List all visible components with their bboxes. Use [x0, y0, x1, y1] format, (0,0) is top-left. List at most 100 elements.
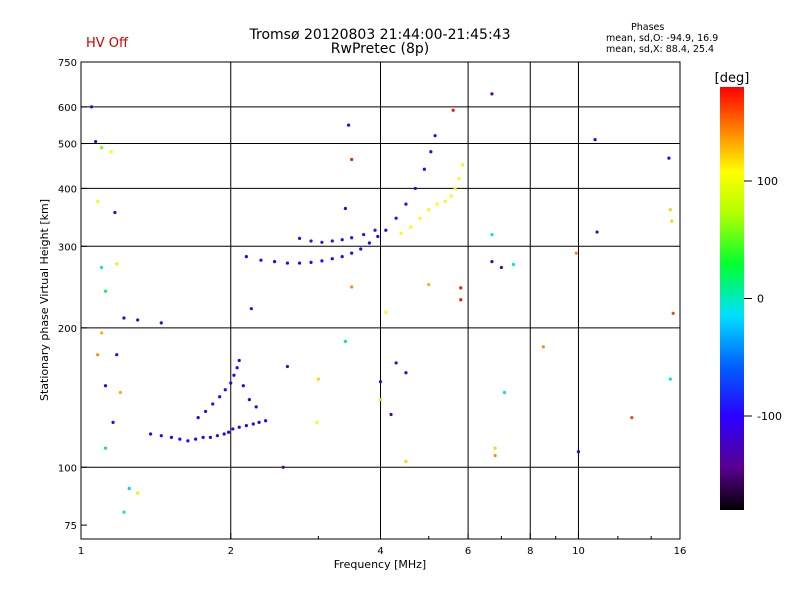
data-point: [350, 157, 354, 162]
data-point: [399, 231, 403, 235]
data-point: [376, 234, 380, 239]
data-point: [595, 230, 599, 234]
x-tick-label: 4: [377, 546, 383, 557]
data-point: [241, 384, 245, 388]
data-point: [384, 228, 388, 232]
data-point: [433, 134, 437, 138]
data-point: [409, 225, 413, 229]
colorbar-tick-label: -100: [757, 410, 782, 423]
colorbar-ticks: 100 0 -100: [744, 175, 782, 423]
data-point: [427, 282, 431, 287]
x-tick-label: 10: [572, 546, 585, 557]
data-point: [427, 208, 431, 212]
data-point: [285, 364, 290, 369]
data-point: [89, 105, 94, 109]
data-point: [362, 232, 366, 237]
data-point: [122, 316, 126, 320]
data-point: [367, 241, 372, 245]
data-point: [118, 390, 122, 395]
data-point: [96, 199, 100, 204]
data-point: [493, 446, 497, 450]
data-point: [257, 420, 261, 424]
data-point: [671, 311, 675, 315]
data-point: [94, 139, 98, 144]
y-tick-label: 200: [58, 324, 77, 335]
data-point: [493, 453, 497, 458]
data-points: [89, 92, 675, 514]
data-point: [237, 358, 241, 363]
data-point: [208, 435, 212, 440]
data-point: [251, 422, 255, 426]
data-point: [103, 446, 108, 450]
data-point: [490, 232, 494, 237]
data-point: [222, 432, 226, 436]
data-point: [404, 371, 408, 375]
data-point: [443, 199, 447, 204]
data-point: [196, 416, 200, 420]
colorbar-tick-label: 100: [757, 175, 778, 188]
data-point: [244, 424, 248, 428]
data-point: [461, 163, 465, 167]
data-point: [263, 419, 268, 423]
data-point: [418, 216, 422, 220]
hv-status: HV Off: [86, 36, 128, 51]
data-point: [593, 137, 597, 142]
data-point: [159, 321, 163, 325]
y-tick-label: 600: [58, 103, 77, 114]
data-point: [115, 262, 119, 266]
data-point: [668, 208, 672, 212]
data-point: [384, 310, 388, 314]
data-point: [103, 384, 108, 388]
data-point: [429, 150, 433, 154]
data-point: [309, 239, 313, 243]
data-point: [136, 318, 140, 322]
colorbar: [720, 87, 744, 510]
data-point: [490, 92, 494, 96]
data-point: [203, 409, 208, 414]
y-tick-label: 500: [58, 140, 77, 151]
data-point: [297, 261, 302, 265]
stats-x-mode: mean, sd,X: 88.4, 25.4: [606, 44, 715, 55]
data-point: [99, 265, 104, 270]
data-point: [229, 381, 233, 385]
x-axis-label: Frequency [MHz]: [334, 558, 426, 571]
data-point: [249, 307, 253, 311]
data-point: [315, 420, 319, 424]
data-point: [232, 373, 236, 377]
y-tick-label: 100: [58, 463, 77, 474]
data-point: [316, 377, 320, 381]
data-point: [244, 255, 248, 259]
data-point: [404, 202, 408, 206]
data-point: [330, 239, 334, 243]
data-point: [378, 380, 383, 384]
y-tick-label: 750: [58, 58, 77, 69]
data-point: [186, 439, 190, 443]
axis-ticks: 1 2 4 6 8 10 16 75 100 200 300 400 500 600 750: [58, 58, 686, 557]
data-point: [272, 260, 277, 264]
data-point: [340, 255, 344, 259]
data-point: [359, 247, 363, 251]
grid-lines: [81, 62, 680, 539]
x-tick-label: 8: [527, 546, 533, 557]
x-tick-label: 6: [465, 546, 471, 557]
data-point: [159, 434, 163, 438]
data-point: [502, 390, 507, 395]
data-point: [630, 416, 634, 420]
data-point: [148, 432, 153, 436]
data-point: [115, 353, 119, 357]
data-point: [449, 194, 453, 198]
data-point: [122, 510, 126, 514]
y-axis-label: Stationary phase Virtual Height [km]: [38, 199, 51, 401]
data-point: [668, 377, 672, 381]
data-point: [99, 331, 104, 335]
data-point: [499, 265, 504, 270]
data-point: [346, 123, 351, 127]
data-point: [297, 236, 302, 241]
data-point: [330, 257, 334, 261]
data-point: [453, 186, 457, 191]
data-point: [457, 177, 461, 181]
data-point: [320, 259, 324, 263]
data-point: [223, 388, 227, 392]
colorbar-tick-label: 0: [757, 293, 764, 306]
